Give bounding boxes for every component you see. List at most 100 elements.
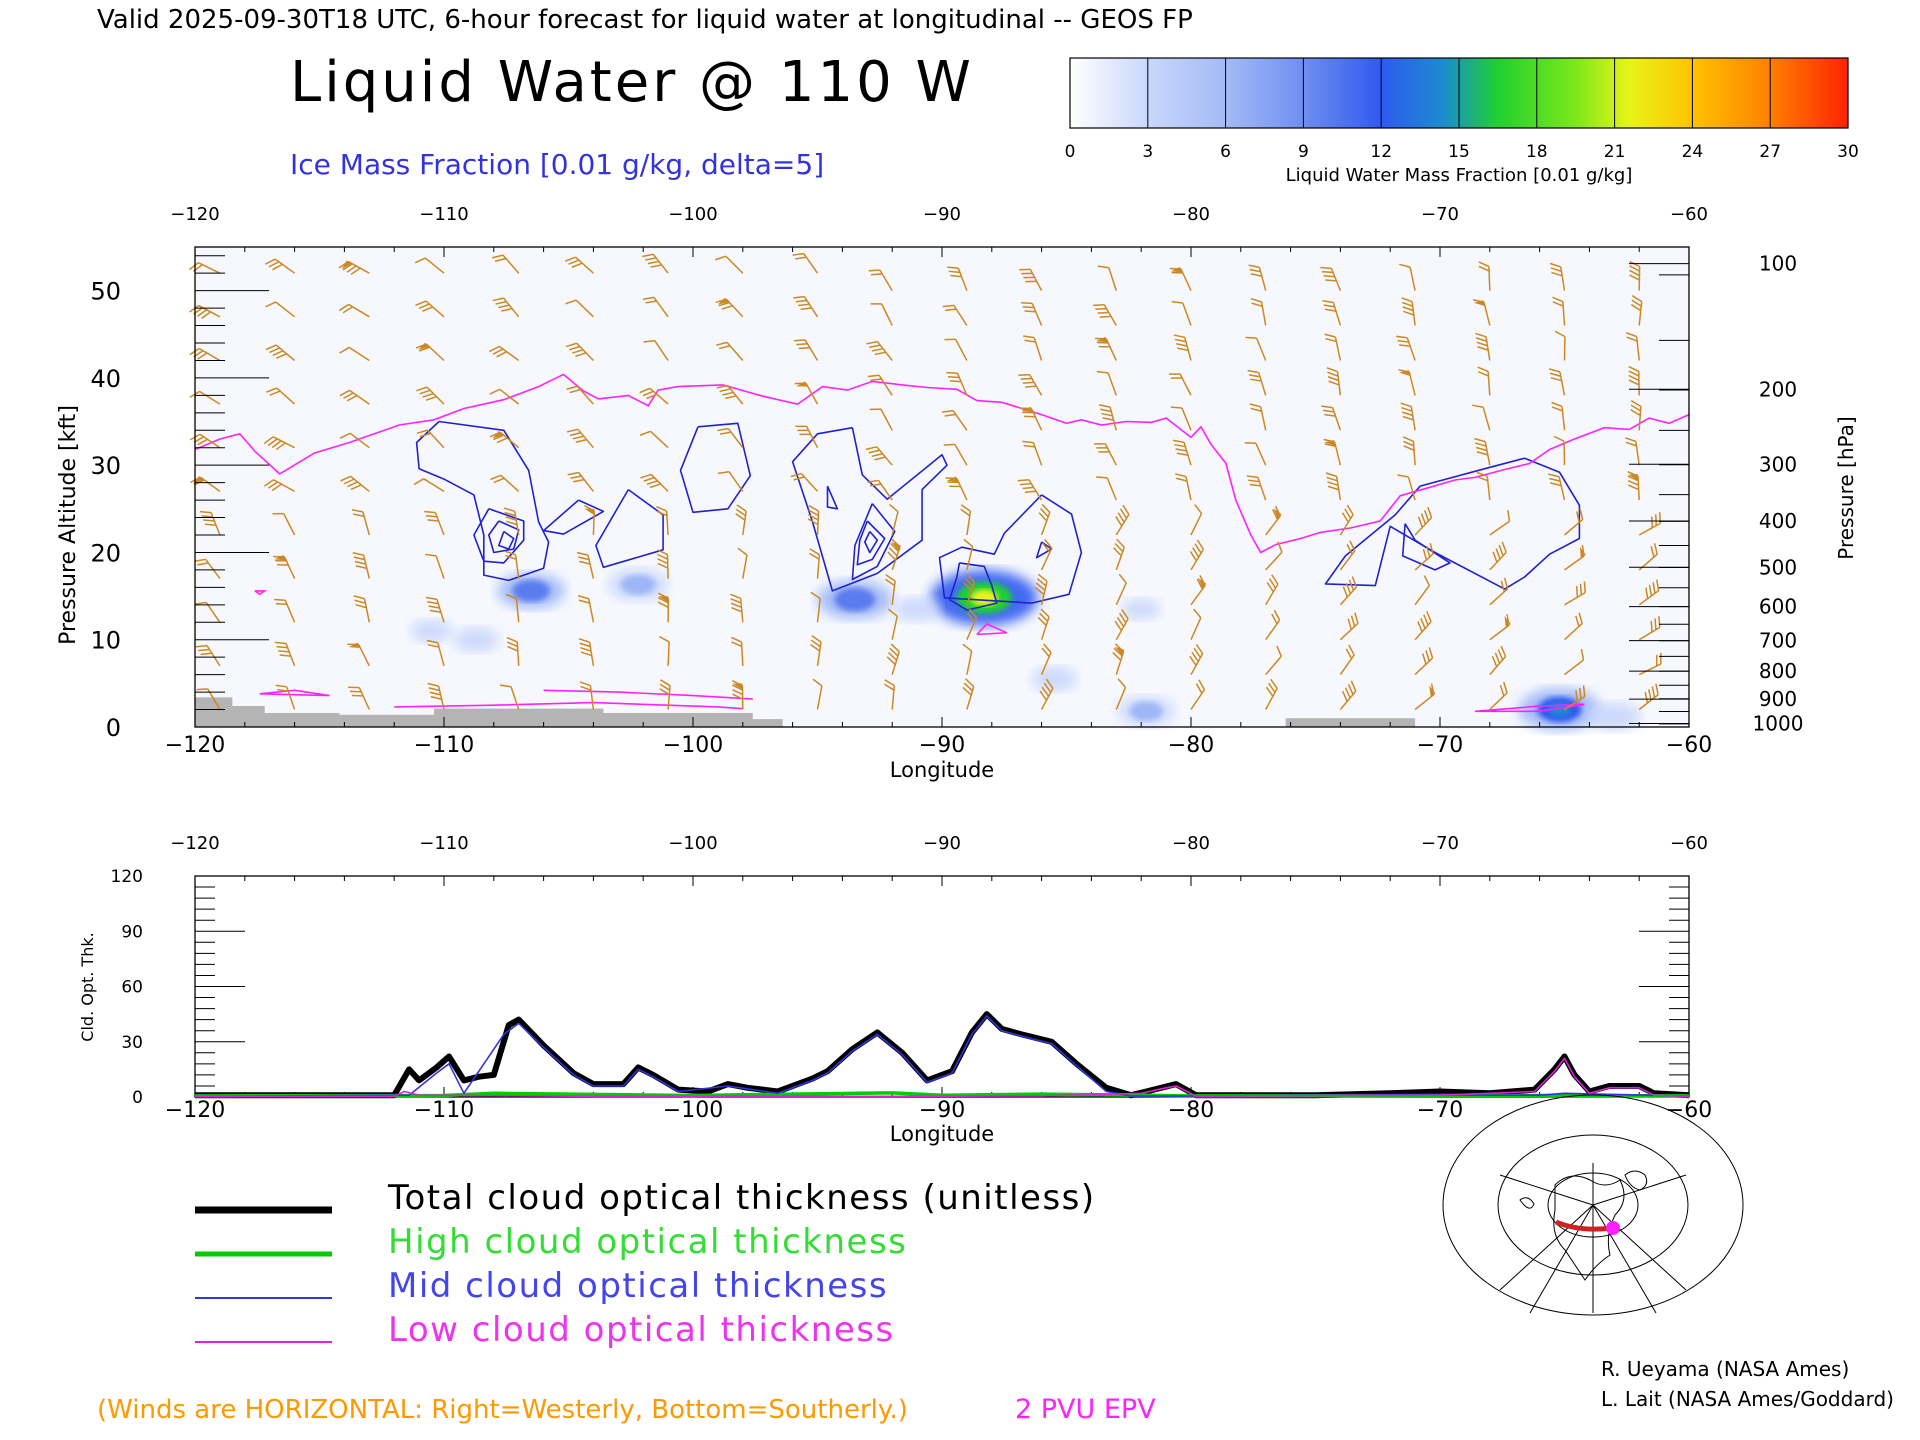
wind-barb-pennant [1429,685,1436,698]
wind-barb-flag [1424,510,1430,522]
bottom-x-tick-label: −90 [919,1098,965,1123]
ice-contour [542,499,605,535]
wind-barb-flag [1327,376,1339,382]
wind-barb [272,512,296,536]
wind-barb-flag [346,394,358,402]
wind-barb [1489,614,1511,641]
wind-barb-shaft [1489,624,1510,641]
colorbar-tick-label: 21 [1604,142,1626,162]
wind-barb-flag [579,681,591,687]
wind-barb-flag [200,652,212,656]
wind-barb [274,641,296,667]
wind-barb [1397,474,1416,501]
wind-barb [1115,504,1130,536]
ice-contour [415,420,550,582]
wind-barb-flag [1429,543,1434,555]
wind-barb [887,538,901,571]
bottom-x-tick-label-upper: −80 [1172,833,1210,854]
wind-barb-flag [719,431,732,435]
wind-barb-flag [278,650,290,653]
valid-line: Valid 2025-09-30T18 UTC, 6-hour forecast… [97,5,1193,35]
wind-barb-flag [189,304,200,313]
wind-barb [1476,471,1491,501]
wind-barb-flag [1116,616,1125,628]
wind-barb-flag [886,656,896,666]
wind-barb [566,428,594,449]
wind-barb [1489,541,1507,571]
bottom-x-tick-label-upper: −100 [668,833,717,854]
wind-barb-flag [268,261,280,268]
wind-barb [1474,437,1491,466]
wind-barb [1022,440,1043,466]
wind-barb-flag [1420,617,1426,629]
top-y-tick-label: 20 [90,539,121,567]
wind-barb [577,595,595,623]
ice-contour [864,530,879,554]
wind-barb [1402,436,1416,466]
wind-barb [659,679,671,710]
wind-barb-flag [1401,406,1413,412]
wind-barb-flag [197,438,208,446]
wind-barb-flag [1118,573,1127,584]
wind-barb-flag [422,392,434,398]
wind-barb [1325,472,1342,501]
wind-barb-flag [1648,689,1652,701]
wind-barb-flag [197,309,208,317]
wind-barb [1265,609,1281,641]
wind-barb-pennant [1627,474,1639,481]
wind-barb-flag [272,263,283,271]
wind-barb-flag [279,654,291,657]
wind-barb-flag [1170,377,1183,379]
wind-barb [812,678,823,710]
wind-barb-flag [428,605,440,609]
wind-barb-flag [1247,369,1259,374]
wind-barb-flag [1342,690,1348,702]
liquid-water-blob [894,596,941,622]
wind-barb [339,346,370,362]
top-x-tick-label: −60 [1666,733,1712,758]
wind-barb-flag [1324,333,1336,338]
wind-barb-flag [565,299,577,305]
wind-barb [576,551,595,579]
wind-barb [1414,575,1431,606]
wind-barb-flag [1345,582,1352,594]
wind-barb-flag [580,685,592,691]
wind-barb [889,503,899,536]
wind-barb-flag [942,304,954,308]
wind-barb-flag [1122,504,1130,515]
wind-barb [427,682,445,710]
wind-barb [565,299,594,318]
wind-barb-flag [1500,580,1506,592]
wind-barb-flag [1628,365,1640,373]
top-y-tick-label: 40 [90,365,121,393]
wind-barb-flag [1499,685,1505,697]
wind-barb-flag [1325,472,1337,478]
wind-barb-flag [1323,304,1335,308]
wind-barb-flag [1098,404,1111,408]
wind-barb-flag [649,483,661,489]
bottom-plot-frame [194,875,1690,1098]
wind-barb [730,593,744,623]
pressure-tick-label: 700 [1759,629,1797,653]
wind-barb-shaft [205,602,221,623]
wind-barb [730,636,744,666]
wind-barb [1019,268,1043,291]
wind-barb [1265,645,1282,676]
colorbar-tick-label: 12 [1370,142,1392,162]
bottom-x-tick-label: −60 [1666,1098,1712,1123]
wind-barb-flag [1347,618,1353,630]
wind-barb [795,425,819,449]
wind-barb-flag [263,436,274,445]
pressure-tick-label: 300 [1759,452,1797,476]
wind-barb [717,427,744,449]
wind-barb-shaft [510,686,520,710]
wind-barb [1096,370,1118,396]
wind-barb-flag [1575,585,1579,598]
wind-barb-flag [949,485,961,488]
wind-barb-flag [1651,516,1654,528]
wind-barb-flag [1249,403,1261,408]
wind-barb-flag [572,348,584,354]
wind-barb [348,686,370,710]
cloud-optical-thickness-panel: −120 −120 −110 −110 −100 −100 −90 −90 −80 −80 −70 −… [78,833,1712,1146]
wind-barb [1247,369,1267,396]
